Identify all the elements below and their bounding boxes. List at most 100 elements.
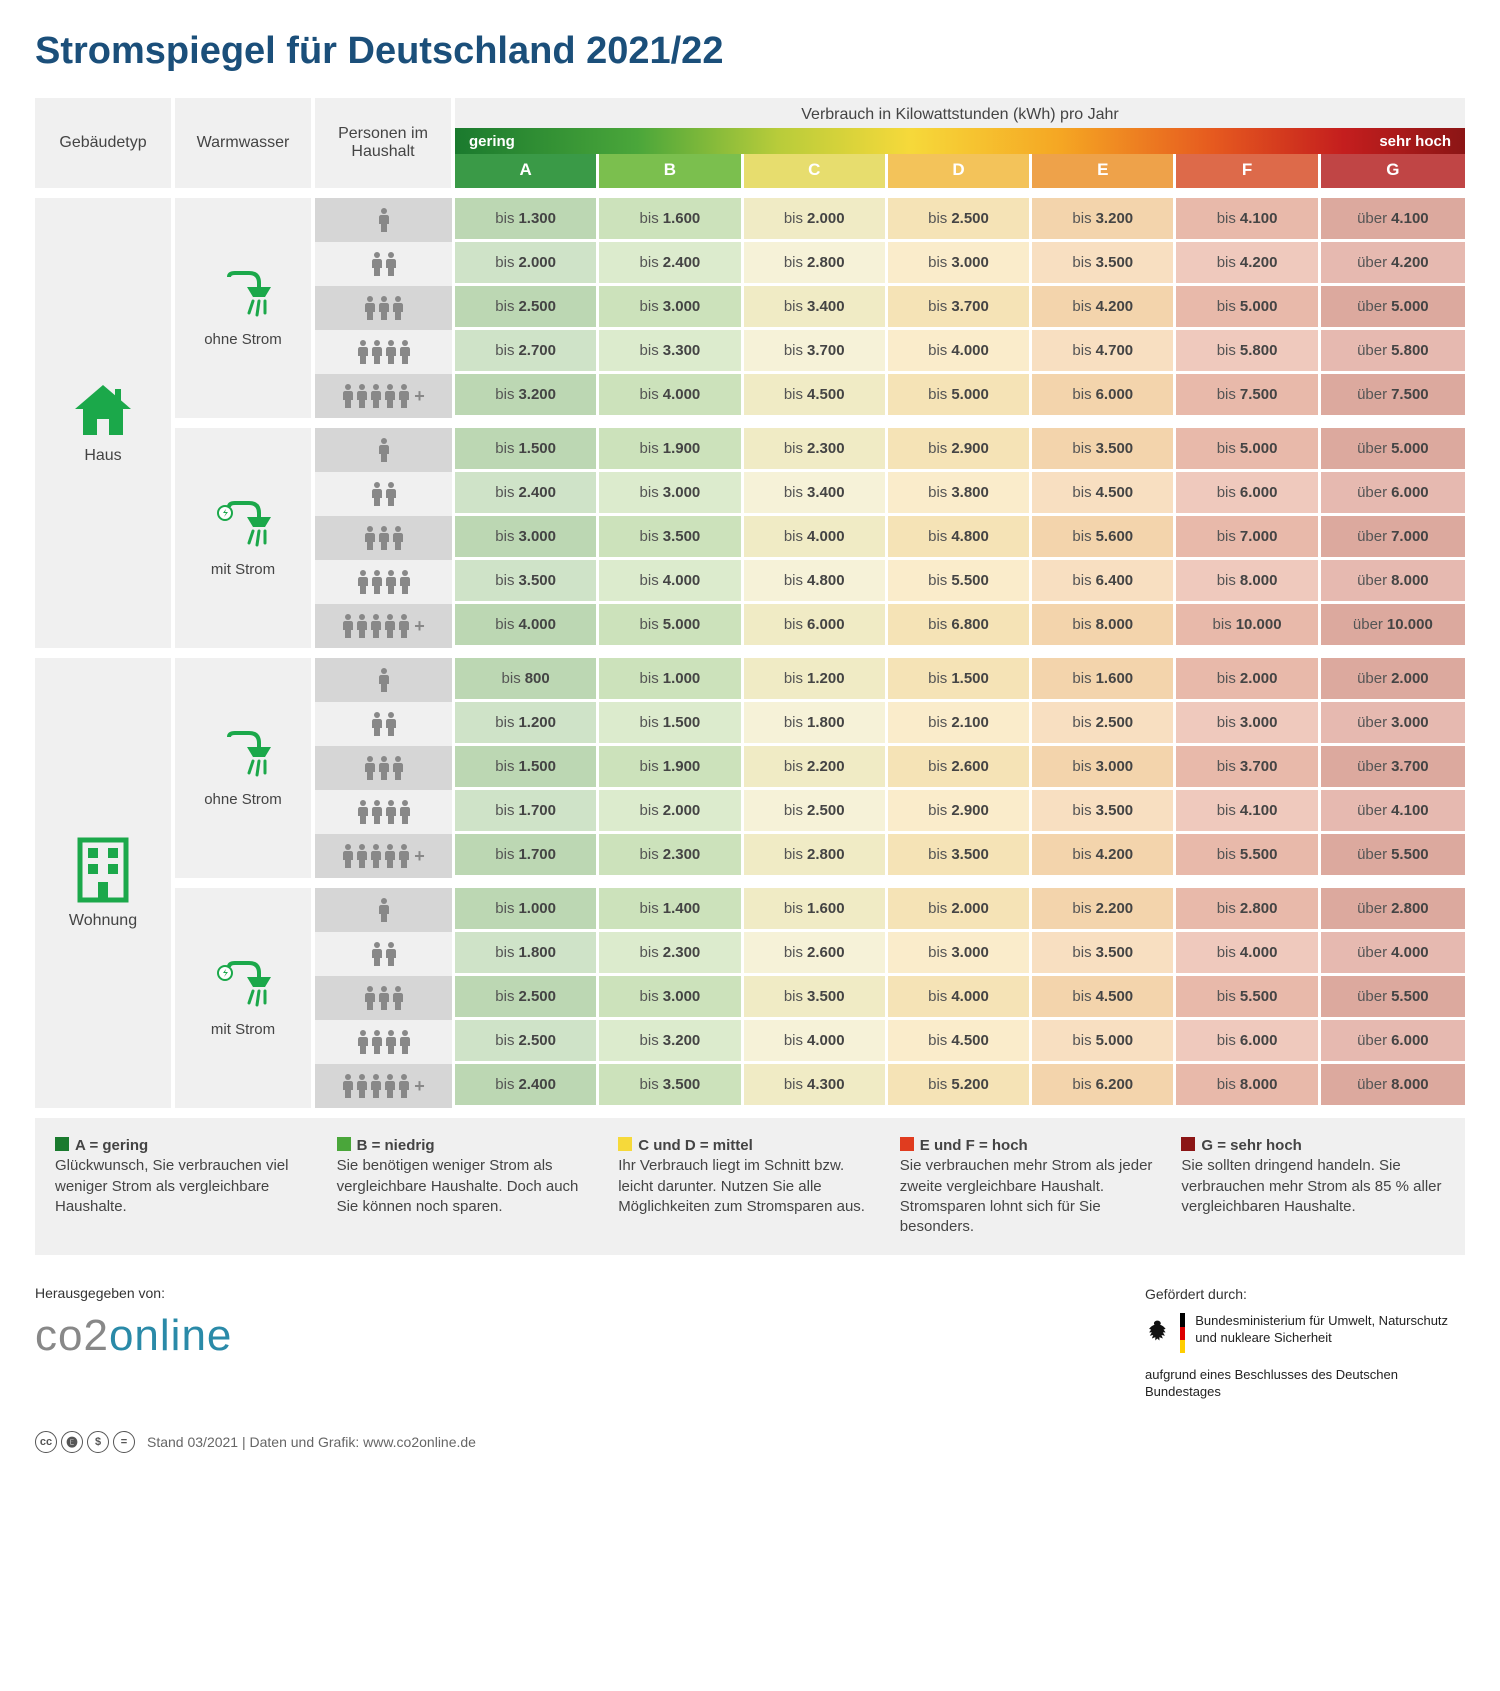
value-cell: über 8.000 (1321, 1064, 1465, 1108)
value-cell: bis 2.500 (1032, 702, 1176, 746)
value-cell: über 4.200 (1321, 242, 1465, 286)
value-cell: bis 3.200 (599, 1020, 743, 1064)
table-row: bis 2.500bis 3.000bis 3.400bis 3.700bis … (315, 286, 1465, 330)
legend-text: Sie benötigen weniger Strom als vergleic… (337, 1156, 601, 1217)
value-cell: bis 4.500 (744, 374, 888, 418)
persons-cell (315, 1020, 455, 1064)
co2online-logo: co2online (35, 1311, 232, 1361)
meta-text: Stand 03/2021 | Daten und Grafik: www.co… (147, 1434, 476, 1450)
value-cell: bis 2.300 (599, 834, 743, 878)
water-label: ohne Strom (204, 331, 282, 348)
value-cell: bis 4.500 (888, 1020, 1032, 1064)
persons-cell (315, 888, 455, 932)
value-cell: bis 2.800 (1176, 888, 1320, 932)
value-cell: bis 1.500 (888, 658, 1032, 702)
value-cell: bis 2.400 (455, 472, 599, 516)
persons-cell (315, 976, 455, 1020)
value-cell: bis 5.500 (1176, 976, 1320, 1020)
cc-icons: cc 🅔 $ = (35, 1431, 135, 1453)
value-cell: bis 4.000 (455, 604, 599, 648)
value-cell: bis 8.000 (1032, 604, 1176, 648)
table-row: bis 1.800bis 2.300bis 2.600bis 3.000bis … (315, 932, 1465, 976)
table-row: bis 1.700bis 2.000bis 2.500bis 2.900bis … (315, 790, 1465, 834)
value-cell: bis 4.500 (1032, 472, 1176, 516)
value-cell: bis 1.400 (599, 888, 743, 932)
value-cell: bis 5.800 (1176, 330, 1320, 374)
persons-cell (315, 790, 455, 834)
water-label: ohne Strom (204, 791, 282, 808)
legend-swatch (55, 1137, 69, 1151)
building-label: Haus (84, 447, 121, 465)
value-cell: bis 3.000 (1032, 746, 1176, 790)
value-cell: bis 2.300 (744, 428, 888, 472)
sponsor-label: Gefördert durch: (1145, 1285, 1465, 1303)
persons-cell (315, 330, 455, 374)
value-cell: über 5.800 (1321, 330, 1465, 374)
value-cell: über 7.500 (1321, 374, 1465, 418)
persons-cell (315, 242, 455, 286)
value-cell: bis 2.500 (455, 1020, 599, 1064)
value-cell: bis 2.400 (599, 242, 743, 286)
value-cell: bis 1.000 (599, 658, 743, 702)
value-cell: bis 5.000 (1176, 428, 1320, 472)
scale-label-high: sehr hoch (1379, 133, 1451, 150)
value-cell: bis 3.500 (888, 834, 1032, 878)
legend-title: C und D = mittel (638, 1137, 753, 1154)
value-cell: bis 5.200 (888, 1064, 1032, 1108)
value-cell: über 8.000 (1321, 560, 1465, 604)
value-cell: bis 3.300 (599, 330, 743, 374)
value-cell: bis 6.000 (1176, 1020, 1320, 1064)
shower-icon (215, 269, 271, 325)
persons-cell (315, 560, 455, 604)
value-cell: bis 3.000 (888, 932, 1032, 976)
legend-title: A = gering (75, 1137, 148, 1154)
legend-item: G = sehr hochSie sollten dringend handel… (1181, 1136, 1445, 1237)
value-cell: bis 3.700 (1176, 746, 1320, 790)
value-cell: über 4.100 (1321, 790, 1465, 834)
value-cell: bis 4.000 (599, 374, 743, 418)
sponsor-note: aufgrund eines Beschlusses des Deutschen… (1145, 1367, 1465, 1401)
value-cell: bis 2.600 (744, 932, 888, 976)
value-cell: bis 1.000 (455, 888, 599, 932)
table-row: bis 2.000bis 2.400bis 2.800bis 3.000bis … (315, 242, 1465, 286)
value-cell: bis 5.500 (888, 560, 1032, 604)
value-cell: bis 4.000 (888, 976, 1032, 1020)
value-cell: bis 4.100 (1176, 790, 1320, 834)
table-row: +bis 3.200bis 4.000bis 4.500bis 5.000bis… (315, 374, 1465, 418)
value-cell: über 7.000 (1321, 516, 1465, 560)
rating-header-A: A (455, 154, 599, 188)
value-cell: über 6.000 (1321, 1020, 1465, 1064)
legend-text: Sie verbrauchen mehr Strom als jeder zwe… (900, 1156, 1164, 1237)
value-cell: bis 1.500 (455, 746, 599, 790)
value-cell: bis 2.500 (888, 198, 1032, 242)
value-cell: bis 3.400 (744, 472, 888, 516)
value-cell: bis 3.500 (1032, 242, 1176, 286)
table-row: bis 800bis 1.000bis 1.200bis 1.500bis 1.… (315, 658, 1465, 702)
rating-header-E: E (1032, 154, 1176, 188)
value-cell: bis 800 (455, 658, 599, 702)
table-row: bis 1.000bis 1.400bis 1.600bis 2.000bis … (315, 888, 1465, 932)
value-cell: bis 7.500 (1176, 374, 1320, 418)
nd-icon: = (113, 1431, 135, 1453)
value-cell: bis 4.000 (888, 330, 1032, 374)
value-cell: bis 6.200 (1032, 1064, 1176, 1108)
value-cell: bis 3.200 (455, 374, 599, 418)
legend-swatch (900, 1137, 914, 1151)
table-row: bis 2.400bis 3.000bis 3.400bis 3.800bis … (315, 472, 1465, 516)
persons-cell (315, 932, 455, 976)
value-cell: bis 5.000 (599, 604, 743, 648)
value-cell: bis 3.000 (599, 976, 743, 1020)
value-cell: über 4.100 (1321, 198, 1465, 242)
value-cell: bis 2.900 (888, 428, 1032, 472)
publisher-block: Herausgegeben von: co2online (35, 1285, 232, 1361)
legend-item: C und D = mittel Ihr Verbrauch liegt im S… (618, 1136, 882, 1237)
value-cell: bis 5.000 (1176, 286, 1320, 330)
value-cell: bis 3.200 (1032, 198, 1176, 242)
legend-text: Ihr Verbrauch liegt im Schnitt bzw. leic… (618, 1156, 882, 1217)
scale-label-low: gering (469, 133, 515, 150)
value-cell: bis 1.700 (455, 790, 599, 834)
table-row: +bis 4.000bis 5.000bis 6.000bis 6.800bis… (315, 604, 1465, 648)
value-cell: über 5.000 (1321, 286, 1465, 330)
value-cell: über 5.000 (1321, 428, 1465, 472)
value-cell: bis 2.200 (744, 746, 888, 790)
